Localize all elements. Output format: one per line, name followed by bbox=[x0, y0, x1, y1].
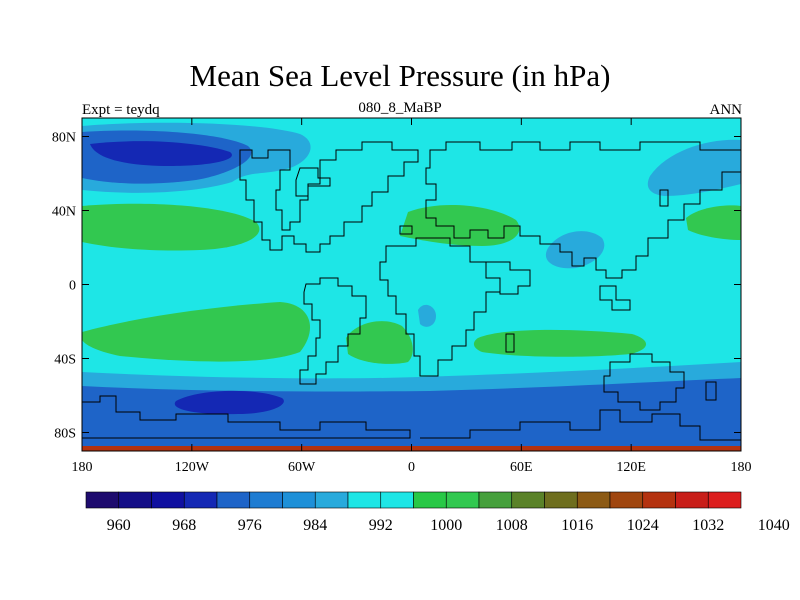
period-label: 080_8_MaBP bbox=[358, 100, 442, 116]
x-tick-label: 0 bbox=[408, 460, 415, 475]
field-high-east-pacific bbox=[686, 205, 741, 240]
colorbar-label: 992 bbox=[369, 517, 393, 534]
colorbar-swatch bbox=[707, 491, 742, 509]
x-axis: 180 120W 60W 0 60E 120E 180 bbox=[72, 118, 752, 475]
field-high-north-pacific bbox=[82, 203, 260, 251]
y-tick-label: 0 bbox=[69, 279, 76, 294]
colorbar-swatch bbox=[413, 491, 447, 509]
outline-southeast-asia bbox=[599, 285, 631, 311]
field-high-south-pacific bbox=[82, 302, 311, 362]
field-north-deep-low bbox=[90, 141, 232, 166]
colorbar-swatch bbox=[183, 491, 218, 509]
colorbar-swatch bbox=[511, 491, 545, 509]
pressure-field bbox=[82, 118, 741, 451]
x-tick-label: 180 bbox=[731, 460, 752, 475]
field-high-indian bbox=[473, 329, 647, 357]
colorbar-swatch bbox=[282, 491, 316, 509]
outline-eurasia bbox=[425, 141, 741, 279]
colorbar-swatch bbox=[445, 491, 480, 509]
experiment-label: Expt = teydq bbox=[82, 102, 160, 118]
season-label: ANN bbox=[709, 102, 743, 118]
y-tick-label: 80S bbox=[54, 427, 76, 442]
outline-north-america bbox=[239, 141, 419, 253]
colorbar-label: 1008 bbox=[496, 517, 528, 534]
outline-japan bbox=[659, 189, 669, 207]
colorbar-swatch bbox=[347, 491, 382, 509]
y-axis: 80N 40N 0 40S 80S bbox=[52, 131, 741, 442]
outline-antarctica-east bbox=[420, 409, 741, 441]
map-title: Mean Sea Level Pressure (in hPa) bbox=[189, 58, 611, 93]
colorbar-swatch bbox=[544, 491, 578, 509]
outline-australia bbox=[603, 353, 685, 411]
colorbar-label: 1000 bbox=[430, 517, 462, 534]
colorbar: 960 968 976 984 992 1000 1008 1016 1024 1032 1040 bbox=[85, 491, 790, 534]
continent-outlines bbox=[82, 141, 741, 441]
x-tick-label: 120E bbox=[616, 460, 646, 475]
x-tick-label: 120W bbox=[175, 460, 210, 475]
colorbar-label: 1032 bbox=[692, 517, 724, 534]
field-high-atlantic-asia bbox=[400, 205, 520, 246]
outline-africa bbox=[379, 237, 501, 377]
x-tick-label: 60W bbox=[288, 460, 316, 475]
outline-south-america bbox=[299, 277, 367, 385]
colorbar-label: 984 bbox=[303, 517, 327, 534]
colorbar-label: 976 bbox=[238, 517, 262, 534]
outline-madagascar bbox=[505, 333, 515, 353]
x-tick-label: 60E bbox=[510, 460, 533, 475]
colorbar-swatch bbox=[380, 491, 414, 509]
y-tick-label: 80N bbox=[52, 131, 76, 146]
colorbar-swatch bbox=[576, 491, 611, 509]
colorbar-label: 960 bbox=[107, 517, 131, 534]
colorbar-label: 1016 bbox=[561, 517, 593, 534]
field-africa-low bbox=[418, 304, 436, 327]
y-tick-label: 40S bbox=[54, 353, 76, 368]
colorbar-swatch bbox=[609, 491, 644, 509]
outline-new-zealand bbox=[705, 381, 717, 401]
y-tick-label: 40N bbox=[52, 205, 76, 220]
field-high-south-atlantic bbox=[346, 321, 413, 364]
colorbar-swatch bbox=[314, 491, 349, 509]
colorbar-swatch bbox=[85, 491, 120, 509]
colorbar-swatch bbox=[249, 491, 283, 509]
field-northeast-low bbox=[647, 139, 741, 196]
outline-antarctica-west bbox=[82, 395, 411, 439]
outline-greenland bbox=[295, 167, 331, 197]
colorbar-swatch bbox=[216, 491, 251, 509]
colorbar-swatch bbox=[675, 491, 709, 509]
field-asia-low bbox=[545, 231, 605, 269]
field-southern-deep-low bbox=[174, 390, 284, 415]
colorbar-swatch bbox=[642, 491, 676, 509]
colorbar-label: 968 bbox=[172, 517, 196, 534]
colorbar-label: 1040 bbox=[758, 517, 790, 534]
colorbar-swatch bbox=[151, 491, 185, 509]
x-tick-label: 180 bbox=[72, 460, 93, 475]
colorbar-swatch bbox=[478, 491, 513, 509]
outline-lake bbox=[399, 225, 413, 235]
colorbar-label: 1024 bbox=[627, 517, 659, 534]
colorbar-swatch bbox=[118, 491, 152, 509]
outline-arabia bbox=[485, 261, 531, 295]
